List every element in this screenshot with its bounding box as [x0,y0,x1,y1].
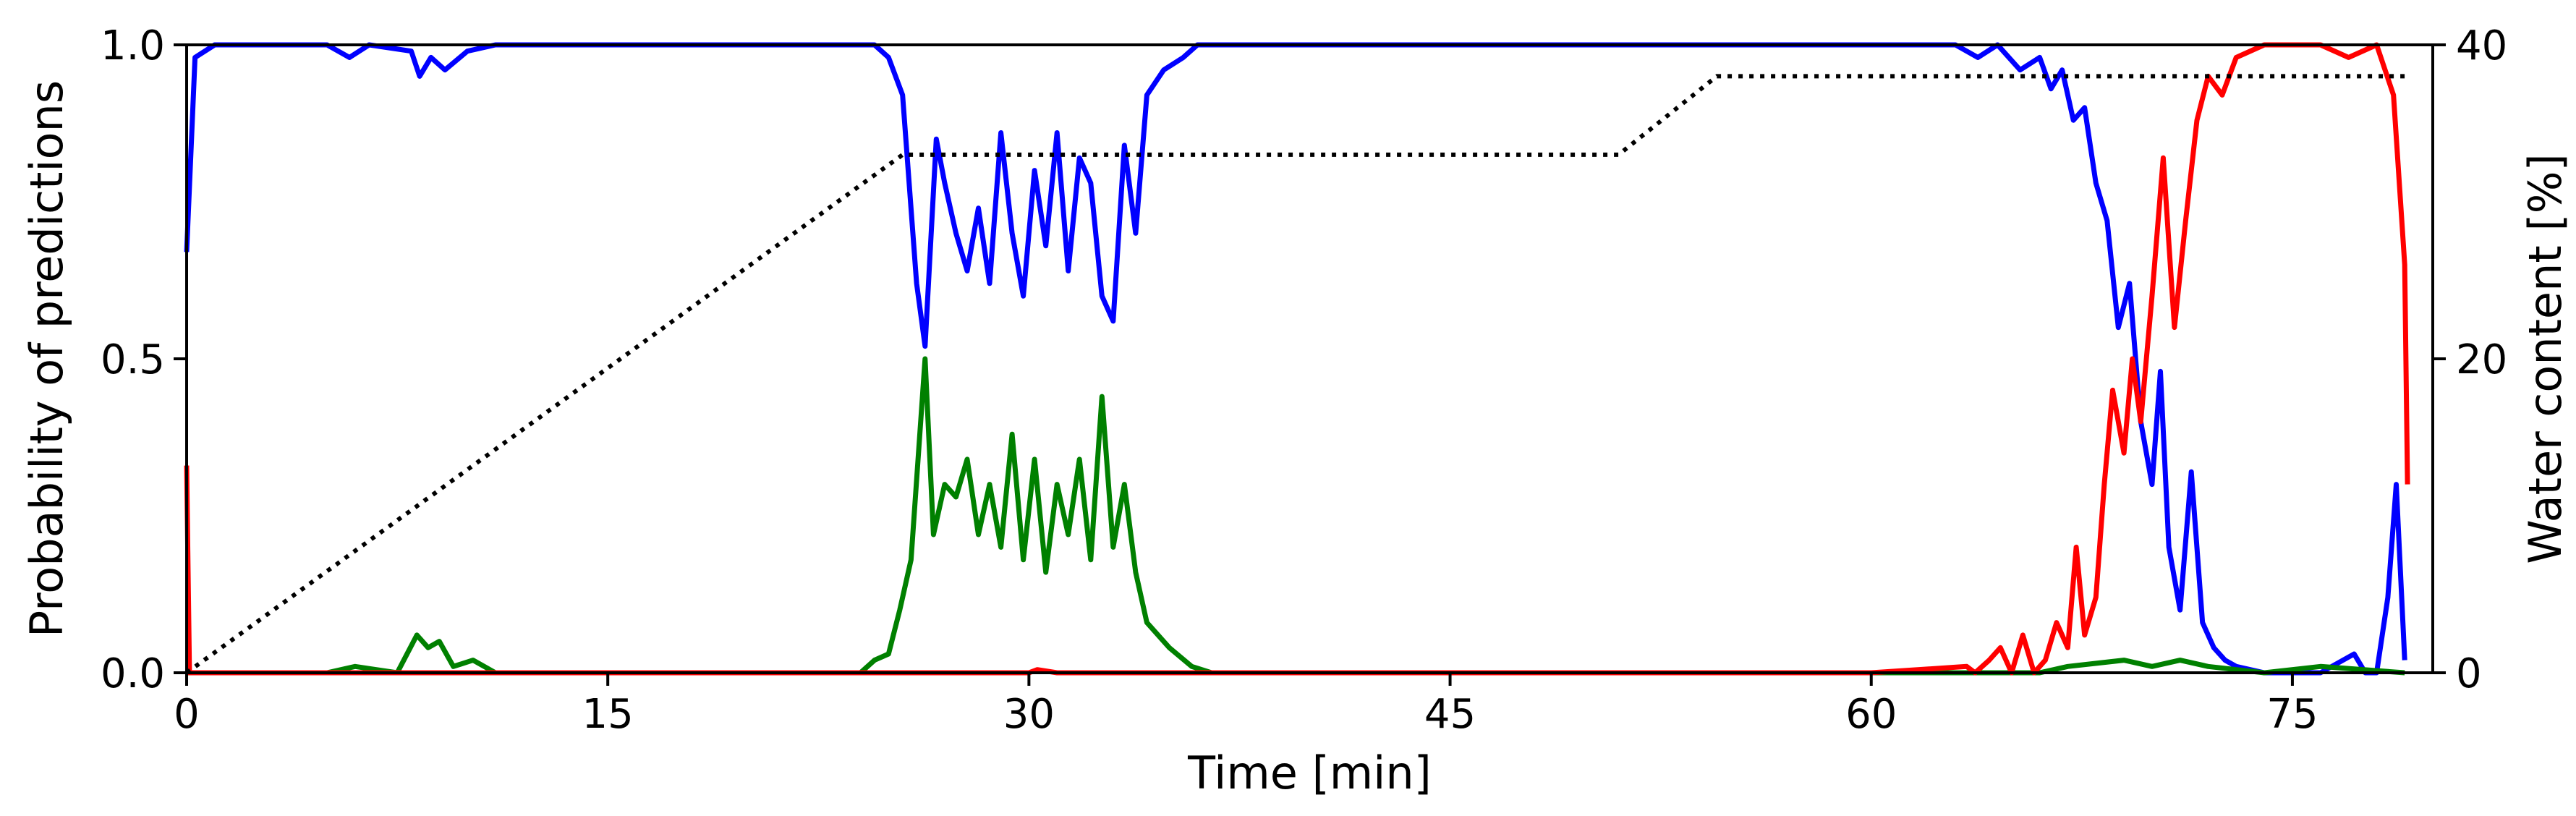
y-axis-right-label: Water content [%] [2519,153,2572,564]
y-right-tick-label: 40 [2456,22,2507,69]
series-layer [184,42,2410,676]
x-tick-label: 45 [1424,691,1476,738]
y-axis-left-label: Probability of predictions [20,80,73,637]
series-line-2 [184,42,2410,676]
x-tick-label: 60 [1845,691,1897,738]
series-line-3 [185,74,2405,675]
x-tick-label: 15 [582,691,634,738]
y-right-tick-label: 0 [2456,650,2482,697]
x-tick-label: 30 [1003,691,1055,738]
y-left-tick-label: 1.0 [101,22,165,69]
y-left-tick-label: 0.0 [101,650,165,697]
ticks-layer: 0 15 30 45 60 75 0.0 0.5 1.0 0 20 40 [101,22,2507,738]
y-left-tick-label: 0.5 [101,336,165,383]
x-tick-label: 0 [174,691,200,738]
x-axis-label: Time [min] [1187,747,1432,799]
y-right-tick-label: 20 [2456,336,2507,383]
x-tick-label: 75 [2266,691,2318,738]
